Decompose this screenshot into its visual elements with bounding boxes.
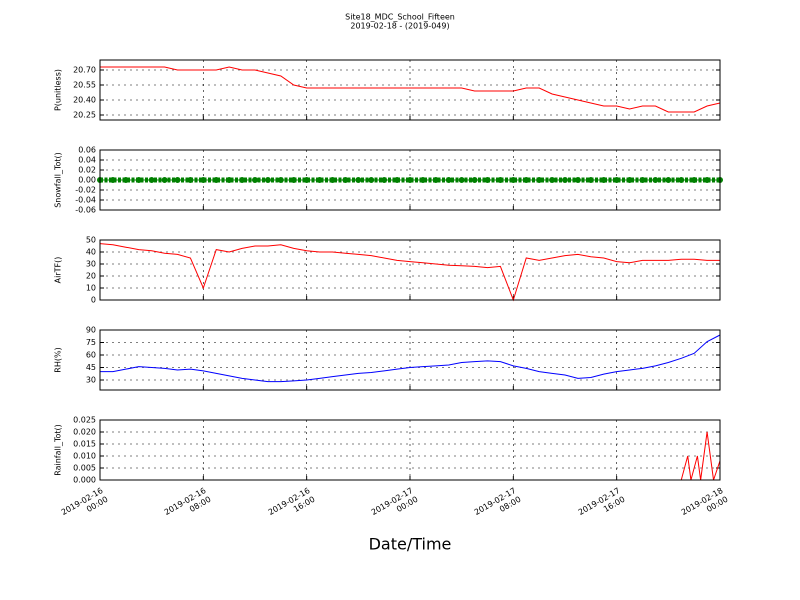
y-axis-label: AirTF() bbox=[54, 257, 63, 284]
y-tick-label: 20.40 bbox=[73, 96, 96, 105]
plot-frame bbox=[99, 419, 721, 481]
plot-frame bbox=[99, 329, 721, 391]
y-tick-label: 50 bbox=[86, 236, 96, 245]
series-line bbox=[100, 66, 721, 113]
y-tick-label: 30 bbox=[86, 376, 96, 385]
plot-frame bbox=[99, 59, 721, 121]
y-tick-label: 0.00 bbox=[78, 176, 96, 185]
y-tick-label: 0 bbox=[91, 296, 96, 305]
plot-frame bbox=[99, 149, 721, 211]
y-axis-label: P(unitless) bbox=[54, 69, 63, 111]
y-tick-label: 20.70 bbox=[73, 66, 96, 75]
y-tick-label: 0.06 bbox=[78, 146, 96, 155]
y-tick-label: 40 bbox=[86, 248, 96, 257]
y-axis-label: Snowfall_Tot() bbox=[54, 152, 63, 208]
x-axis-label: Date/Time bbox=[369, 535, 452, 554]
y-tick-label: -0.04 bbox=[75, 196, 96, 205]
y-tick-label: -0.06 bbox=[75, 206, 96, 215]
y-tick-label: 10 bbox=[86, 284, 96, 293]
y-tick-label: 0.04 bbox=[78, 156, 96, 165]
y-axis-label: RH(%) bbox=[54, 347, 63, 372]
chart-title: Site18_MDC_School_Fifteen bbox=[345, 13, 455, 22]
y-tick-label: 30 bbox=[86, 260, 96, 269]
y-tick-label: 60 bbox=[86, 351, 96, 360]
y-tick-label: -0.02 bbox=[75, 186, 96, 195]
y-tick-label: 75 bbox=[86, 338, 96, 347]
y-tick-label: 0.025 bbox=[73, 416, 96, 425]
y-tick-label: 0.010 bbox=[73, 452, 96, 461]
y-tick-label: 20 bbox=[86, 272, 96, 281]
y-tick-label: 90 bbox=[86, 326, 96, 335]
y-tick-label: 0.015 bbox=[73, 440, 96, 449]
series-line bbox=[99, 243, 720, 302]
y-tick-label: 0.020 bbox=[73, 428, 96, 437]
chart-subtitle: 2019-02-18 - (2019-049) bbox=[350, 22, 449, 31]
y-tick-label: 20.25 bbox=[73, 111, 96, 120]
y-tick-label: 0.02 bbox=[78, 166, 96, 175]
series-line bbox=[100, 334, 721, 383]
y-axis-label: Rainfall_Tot() bbox=[54, 424, 63, 476]
y-tick-label: 20.55 bbox=[73, 81, 96, 90]
y-tick-label: 0.005 bbox=[73, 464, 96, 473]
plot-frame bbox=[99, 239, 721, 301]
y-tick-label: 45 bbox=[86, 363, 96, 372]
y-tick-label: 0.000 bbox=[73, 476, 96, 485]
